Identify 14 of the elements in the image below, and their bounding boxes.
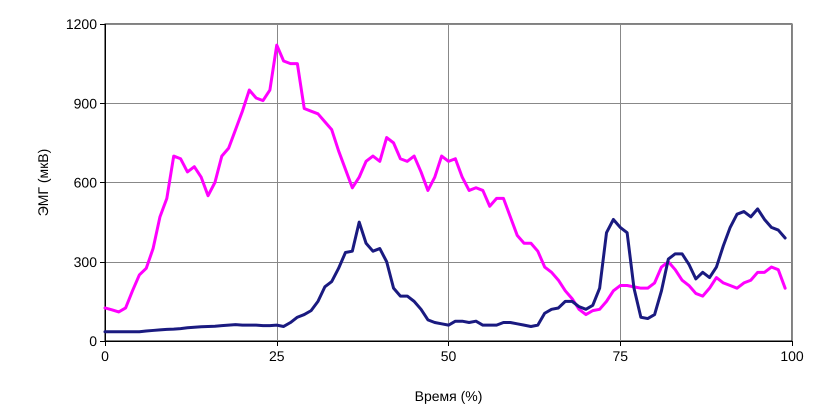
y-tick-label: 300 [74, 254, 98, 270]
line-series [104, 207, 787, 334]
x-tick-label: 0 [101, 348, 110, 364]
y-tick-label: 600 [74, 174, 98, 190]
x-tick-label: 50 [440, 348, 456, 364]
line-series [104, 44, 787, 316]
x-axis-title: Время (%) [414, 388, 482, 404]
y-axis-title: ЭМГ (мкВ) [35, 148, 51, 216]
y-tick-label: 1200 [66, 16, 98, 32]
x-tick-label: 100 [780, 348, 804, 364]
y-tick-label: 0 [89, 333, 98, 349]
x-tick-label: 25 [268, 348, 285, 364]
y-tick-label: 900 [74, 95, 98, 112]
x-tick-label: 75 [612, 348, 628, 364]
